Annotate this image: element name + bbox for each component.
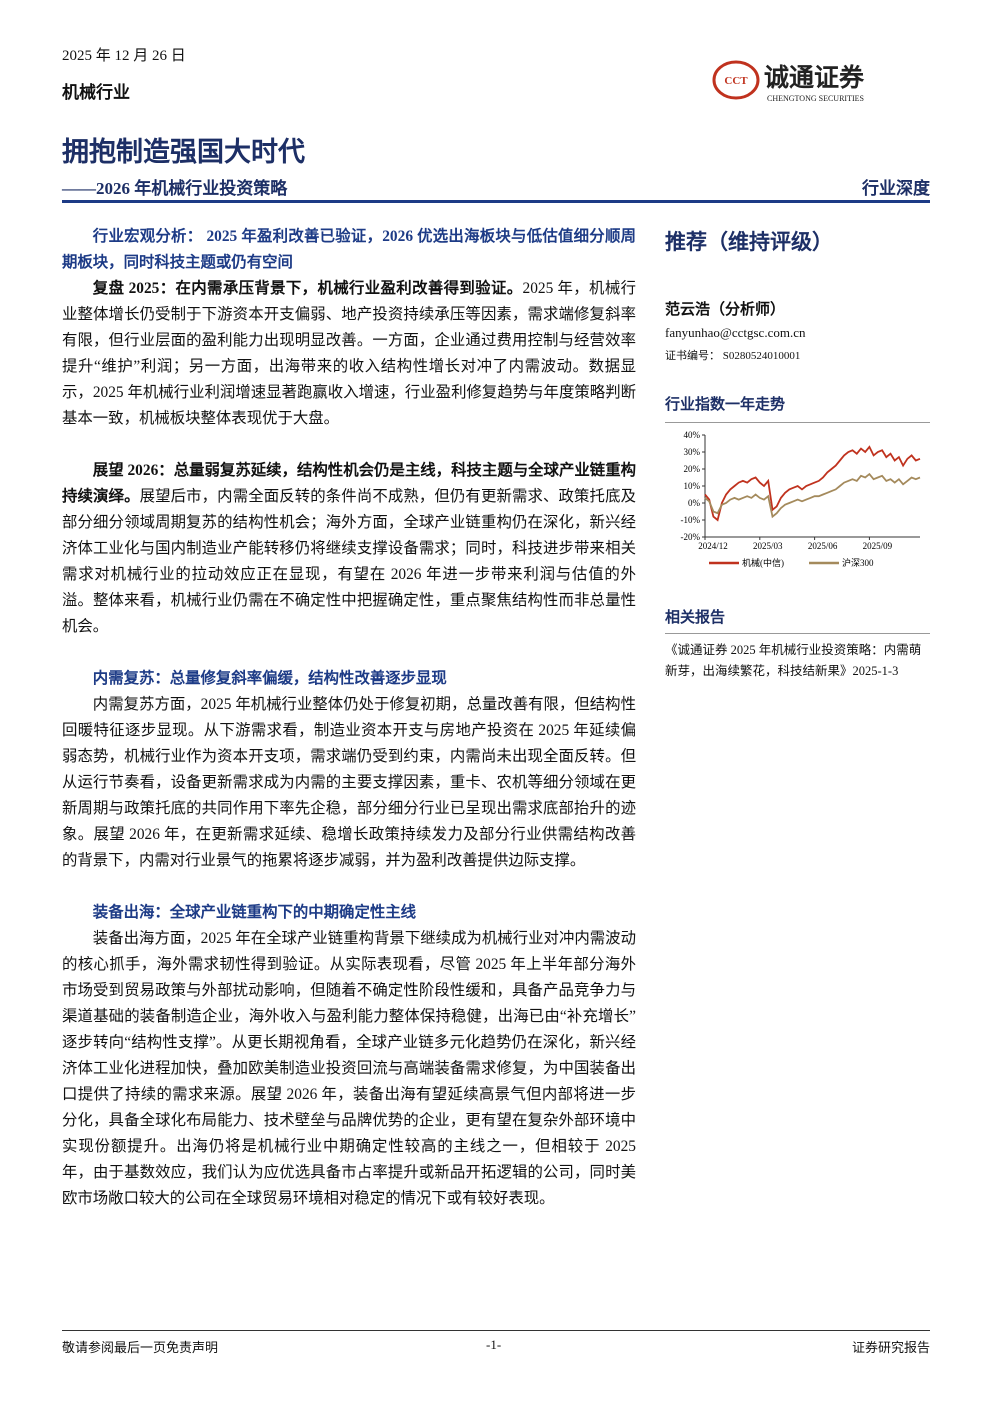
page-number: -1- bbox=[486, 1337, 502, 1352]
subtitle: ——2026 年机械行业投资策略 bbox=[62, 179, 288, 198]
footer-rule bbox=[62, 1330, 930, 1331]
legend-label: 沪深300 bbox=[842, 557, 874, 568]
y-tick-label: 30% bbox=[684, 447, 701, 457]
line-series bbox=[704, 445, 921, 522]
analyst: 范云浩（分析师） bbox=[665, 302, 786, 318]
x-tick-label: 2025/09 bbox=[863, 541, 893, 551]
email: fanyunhao@cctgsc.com.cn bbox=[665, 325, 806, 340]
header-rule bbox=[62, 200, 930, 203]
paragraph-text: 内需复苏方面，2025 年机械行业整体仍处于修复初期，总量改善有限，但结构性回暖… bbox=[62, 696, 636, 869]
title: 拥抱制造强国大时代 bbox=[62, 137, 305, 167]
paragraph-lead: 展望 2026：总量弱复苏延续，结构性机会仍是主线，科技主题与全球产业链重构持续… bbox=[62, 462, 636, 505]
main-column: 行业宏观分析： 2025 年盈利改善已验证，2026 优选出海板块与低估值细分顺… bbox=[62, 224, 636, 1212]
paragraph-text: 装备出海方面，2025 年在全球产业链重构背景下继续成为机械行业对冲内需波动的核… bbox=[62, 930, 636, 1207]
y-tick-label: 20% bbox=[684, 464, 701, 474]
y-tick-label: -20% bbox=[681, 532, 701, 542]
rule bbox=[665, 633, 930, 634]
rule bbox=[665, 422, 930, 423]
y-tick-label: 10% bbox=[684, 481, 701, 491]
paragraph-lead: 复盘 2025：在内需承压背景下，机械行业盈利改善得到验证。 bbox=[92, 280, 523, 297]
related-report: 《诚通证券 2025 年机械行业投资策略：内需萌新芽，出海续繁花，科技结新果》2… bbox=[665, 643, 922, 678]
section-heading: 行业宏观分析： 2025 年盈利改善已验证，2026 优选出海板块与低估值细分顺… bbox=[62, 228, 636, 271]
y-tick-label: 0% bbox=[688, 498, 701, 508]
sidebar: 推荐（维持评级） 范云浩（分析师） fanyunhao@cctgsc.com.c… bbox=[665, 224, 933, 682]
paragraph: 复盘 2025：在内需承压背景下，机械行业盈利改善得到验证。2025 年，机械行… bbox=[62, 276, 636, 432]
logo-ring bbox=[712, 60, 760, 100]
industry: 机械行业 bbox=[62, 83, 130, 102]
rating: 推荐（维持评级） bbox=[665, 230, 833, 254]
y-tick-label: 40% bbox=[684, 430, 701, 440]
logo-en: CHENGTONG SECURITIES bbox=[767, 94, 864, 103]
logo-mark: CCT bbox=[724, 75, 748, 87]
chart-title: 行业指数一年走势 bbox=[665, 397, 786, 413]
footer-left: 敬请参阅最后一页免责声明 bbox=[62, 1340, 219, 1355]
paragraph-text: 2025 年，机械行业整体增长仍受制于下游资本开支偏弱、地产投资持续承压等因素，… bbox=[62, 280, 636, 427]
logo: CCT 诚通证券 CHENGTONG SECURITIES bbox=[712, 60, 865, 103]
x-tick-label: 2025/03 bbox=[753, 541, 783, 551]
line-series bbox=[704, 472, 921, 519]
paragraph: 展望 2026：总量弱复苏延续，结构性机会仍是主线，科技主题与全球产业链重构持续… bbox=[62, 458, 636, 640]
section-heading: 内需复苏：总量修复斜率偏缓，结构性改善逐步显现 bbox=[92, 670, 447, 687]
paragraph-text: 展望后市，内需全面反转的条件尚不成熟，但仍有更新需求、政策托底及部分细分领域周期… bbox=[62, 488, 636, 635]
tag: 行业深度 bbox=[862, 179, 930, 198]
y-tick-label: -10% bbox=[681, 515, 701, 525]
cert: 证书编号： S0280524010001 bbox=[665, 350, 801, 362]
related-title: 相关报告 bbox=[665, 610, 726, 626]
paragraph: 装备出海方面，2025 年在全球产业链重构背景下继续成为机械行业对冲内需波动的核… bbox=[62, 926, 636, 1212]
paragraph: 内需复苏方面，2025 年机械行业整体仍处于修复初期，总量改善有限，但结构性回暖… bbox=[62, 692, 636, 874]
x-tick-label: 2025/06 bbox=[808, 541, 838, 551]
footer-right: 证券研究报告 bbox=[851, 1340, 930, 1355]
x-tick-label: 2024/12 bbox=[698, 541, 728, 551]
date: 2025 年 12 月 26 日 bbox=[62, 48, 186, 64]
legend-label: 机械(中信) bbox=[742, 557, 784, 568]
section-heading: 装备出海：全球产业链重构下的中期确定性主线 bbox=[92, 904, 417, 921]
chart: -20% -10% 0% 10% 20% 30% 40% 2024/12 2025/03 2025… bbox=[681, 430, 921, 568]
logo-name: 诚通证券 bbox=[764, 63, 865, 92]
